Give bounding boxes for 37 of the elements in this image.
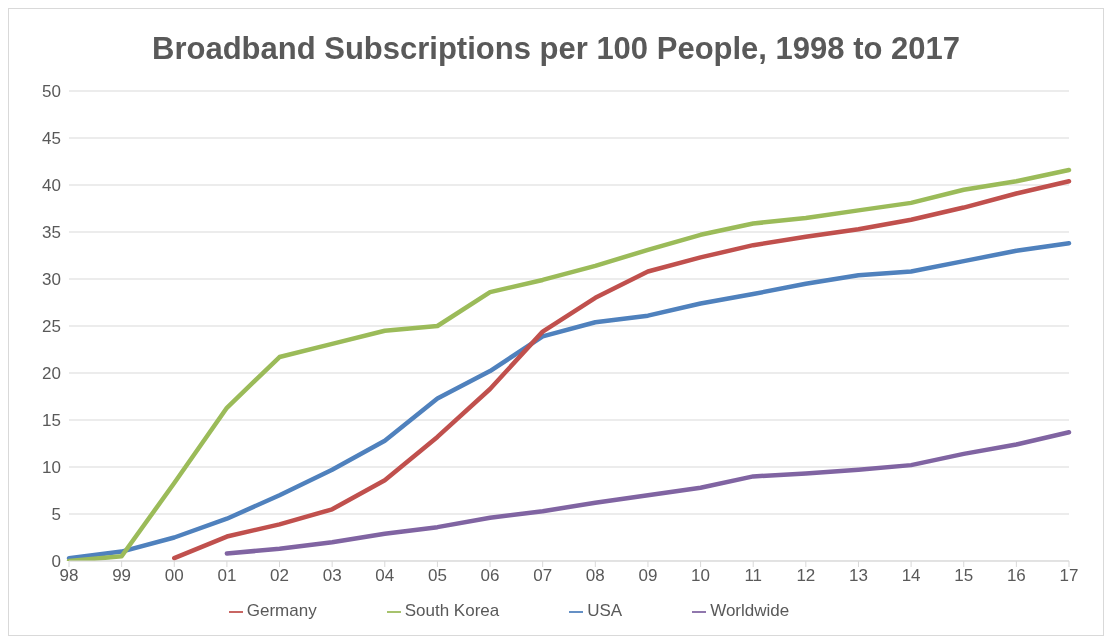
x-tick-label: 17 xyxy=(1059,566,1079,586)
x-tick-label: 01 xyxy=(217,566,237,586)
x-tick-label: 98 xyxy=(59,566,79,586)
y-tick-label: 0 xyxy=(51,552,61,572)
legend-label: Germany xyxy=(246,601,317,620)
y-tick-label: 45 xyxy=(42,129,61,149)
x-tick-label: 02 xyxy=(270,566,289,586)
line-series xyxy=(224,429,1072,556)
y-tick-label: 50 xyxy=(42,82,61,102)
x-tick-label: 03 xyxy=(322,566,342,586)
legend-label: USA xyxy=(587,601,623,620)
y-tick-label: 25 xyxy=(42,317,61,337)
x-tick-label: 09 xyxy=(638,566,658,586)
y-tick-label: 5 xyxy=(51,505,61,525)
y-tick-label: 40 xyxy=(42,176,61,196)
x-tick-label: 12 xyxy=(796,566,816,586)
x-tick-label: 11 xyxy=(744,566,763,586)
x-tick-label: 04 xyxy=(375,566,395,586)
x-tick-label: 16 xyxy=(1006,566,1026,586)
x-tick-label: 08 xyxy=(585,566,605,586)
y-tick-label: 10 xyxy=(42,458,61,478)
y-tick-label: 15 xyxy=(42,411,61,431)
y-tick-label: 35 xyxy=(42,223,61,243)
y-tick-label: 20 xyxy=(42,364,61,384)
x-tick-label: 07 xyxy=(533,566,553,586)
y-tick-label: 30 xyxy=(42,270,61,290)
x-tick-label: 15 xyxy=(954,566,974,586)
x-tick-label: 14 xyxy=(901,566,921,586)
x-tick-label: 06 xyxy=(480,566,500,586)
x-tick-label: 10 xyxy=(691,566,711,586)
x-tick-label: 00 xyxy=(164,566,184,586)
x-tick-label: 05 xyxy=(427,566,447,586)
x-tick-label: 99 xyxy=(112,566,132,586)
legend-label: Worldwide xyxy=(710,601,790,620)
chart-title: Broadband Subscriptions per 100 People, 1998 to 2017 xyxy=(151,31,961,68)
legend-label: South Korea xyxy=(404,601,500,620)
x-tick-label: 13 xyxy=(849,566,868,586)
